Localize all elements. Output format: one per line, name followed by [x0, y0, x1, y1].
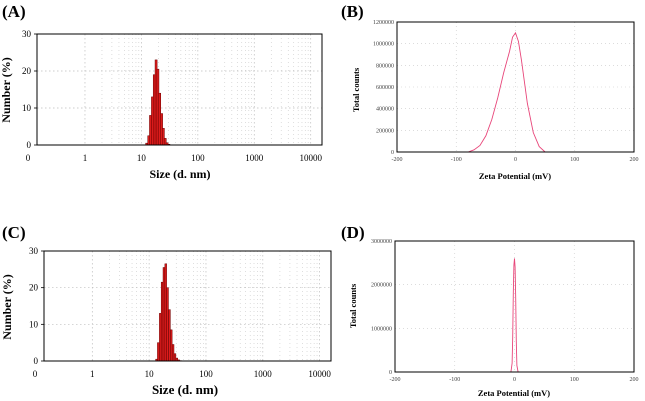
histogram-bar	[159, 313, 162, 362]
histogram-bars	[155, 263, 182, 362]
x-tick-labels: 0 1 10 100 1000 10000	[26, 153, 323, 163]
y-tick-label: 0	[389, 370, 392, 376]
histogram-bar	[160, 281, 164, 362]
y-tick-label: 30	[29, 246, 39, 256]
x-tick-label: 100	[570, 157, 579, 163]
y-tick-label: 3000000	[371, 239, 392, 245]
x-tick-label: 100	[199, 369, 213, 379]
x-tick-label: 10	[145, 369, 155, 379]
grid-lines	[44, 250, 331, 362]
histogram-bar	[171, 344, 175, 362]
x-tick-label: 10000	[299, 153, 322, 163]
x-tick-label: -200	[390, 377, 401, 383]
y-tick-label: 0	[27, 140, 32, 150]
panel-b-zeta-potential: (B) 0 200000 400000 600000 800000 1000000 1200…	[341, 2, 639, 181]
x-axis-label: Size (d. nm)	[152, 382, 218, 397]
x-tick-label: 1	[90, 369, 95, 379]
x-tick-label: 0	[26, 153, 31, 163]
x-tick-label: 10000	[308, 369, 331, 379]
plot-frame	[36, 33, 323, 146]
y-tick-label: 1000000	[371, 326, 392, 332]
plot-frame	[43, 250, 332, 362]
plot-frame	[394, 240, 635, 373]
y-tick-label: 20	[22, 66, 32, 76]
y-tick-label: 800000	[376, 63, 394, 69]
y-axis-label: Total counts	[351, 67, 361, 112]
y-tick-label: 10	[29, 319, 39, 329]
histogram-bars	[145, 59, 171, 146]
y-axis-label: Number (%)	[0, 57, 13, 122]
x-tick-labels: -200 -100 0 100 200	[390, 377, 639, 383]
y-tick-label: 1200000	[373, 20, 394, 26]
x-tick-label: 1000	[254, 369, 273, 379]
x-tick-label: 100	[191, 153, 205, 163]
x-axis-label: Size (d. nm)	[150, 167, 211, 181]
x-tick-label: -100	[451, 157, 462, 163]
panel-label-a: (A)	[2, 2, 26, 21]
histogram-bar	[164, 263, 167, 362]
y-axis-label: Number (%)	[0, 274, 14, 339]
plot-frame	[396, 21, 635, 153]
histogram-bar	[162, 267, 166, 362]
grid-lines	[396, 21, 635, 153]
panel-label-c: (C)	[2, 223, 26, 242]
x-tick-label: 100	[570, 377, 579, 383]
y-tick-label: 0	[391, 150, 394, 156]
x-tick-label: 200	[630, 377, 639, 383]
panel-label-d: (D)	[341, 223, 365, 242]
y-tick-label: 20	[29, 283, 39, 293]
y-tick-labels: 0 10 20 30	[22, 29, 37, 150]
histogram-bar	[170, 329, 173, 362]
grid-lines	[37, 33, 322, 146]
histogram-bar	[173, 353, 177, 362]
x-tick-label: 0	[514, 157, 517, 163]
panel-label-b: (B)	[341, 2, 364, 21]
y-tick-label: 400000	[376, 107, 394, 113]
zeta-curve	[467, 31, 546, 153]
x-tick-label: -200	[392, 157, 403, 163]
y-tick-labels: 0 200000 400000 600000 800000 1000000 1200000	[373, 20, 394, 156]
x-tick-label: -100	[449, 377, 460, 383]
y-tick-label: 0	[34, 356, 39, 366]
x-tick-label: 0	[513, 377, 516, 383]
y-tick-labels: 0 1000000 2000000 3000000	[371, 239, 392, 376]
x-axis-label: Zeta Potential (mV)	[478, 388, 550, 398]
histogram-bar	[157, 342, 160, 362]
x-tick-label: 1000	[245, 153, 264, 163]
panel-a-size-distribution: (A) 0 10 20 30 0 1 10 100 1000 10000 Size (d. nm…	[0, 2, 323, 181]
y-tick-label: 30	[22, 29, 32, 39]
y-tick-labels: 0 10 20 30	[29, 246, 44, 366]
y-tick-label: 1000000	[373, 42, 394, 48]
panel-d-zeta-potential: (D) 0 1000000 2000000 3000000 -200 -100 0 100 2…	[341, 223, 639, 398]
histogram-bar	[168, 309, 171, 362]
x-tick-labels: -200 -100 0 100 200	[392, 157, 639, 163]
panel-c-size-distribution: (C) 0 10 20 30 0 1 10 100 1000 10000 Size (d. nm…	[0, 223, 332, 397]
y-tick-label: 600000	[376, 85, 394, 91]
y-tick-label: 200000	[376, 128, 394, 134]
x-tick-label: 200	[630, 157, 639, 163]
x-tick-labels: 0 1 10 100 1000 10000	[33, 369, 332, 379]
y-tick-label: 2000000	[371, 283, 392, 289]
y-tick-label: 10	[22, 103, 32, 113]
y-axis-label: Total counts	[348, 283, 358, 328]
x-tick-label: 10	[137, 153, 147, 163]
histogram-bar	[166, 287, 169, 362]
x-tick-label: 0	[33, 369, 38, 379]
x-tick-label: 1	[83, 153, 88, 163]
x-axis-label: Zeta Potential (mV)	[479, 171, 551, 181]
zeta-curve	[510, 258, 519, 373]
